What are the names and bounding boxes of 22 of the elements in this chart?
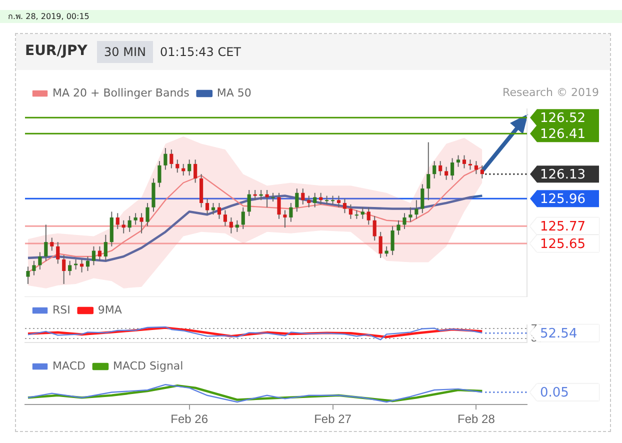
legend-label: MACD [52, 359, 86, 372]
text: Research © 2019 [502, 86, 599, 99]
ref-line-label: 125.77 [540, 220, 586, 235]
legend-label: 9MA [98, 303, 122, 316]
x-tick-label: Feb 27 [314, 412, 352, 426]
ref-line-label: 125.96 [540, 192, 586, 208]
chart-subtitle: 30 MIN [97, 41, 153, 63]
legend-label: MACD Signal [112, 359, 184, 372]
ref-line-label: 52.54 [540, 326, 578, 342]
legend-label: MA 20 + Bollinger Bands [52, 86, 190, 100]
text: 01:15:43 CET [160, 45, 241, 59]
ref-line-label: 125.65 [540, 236, 586, 252]
text: ก.พ. 28, 2019, 00:15 [0, 10, 622, 23]
chart-title: EUR/JPY [25, 43, 88, 59]
ref-line-label: 126.41 [540, 126, 586, 142]
x-tick-label: Feb 26 [170, 412, 208, 426]
legend-label: RSI [52, 303, 70, 316]
x-tick-label: Feb 28 [458, 412, 496, 426]
ref-line-label: 126.52 [540, 111, 586, 126]
legend-label: MA 50 [216, 86, 252, 100]
ref-line-label: 126.13 [540, 167, 586, 182]
text: 0.05 [540, 386, 569, 401]
